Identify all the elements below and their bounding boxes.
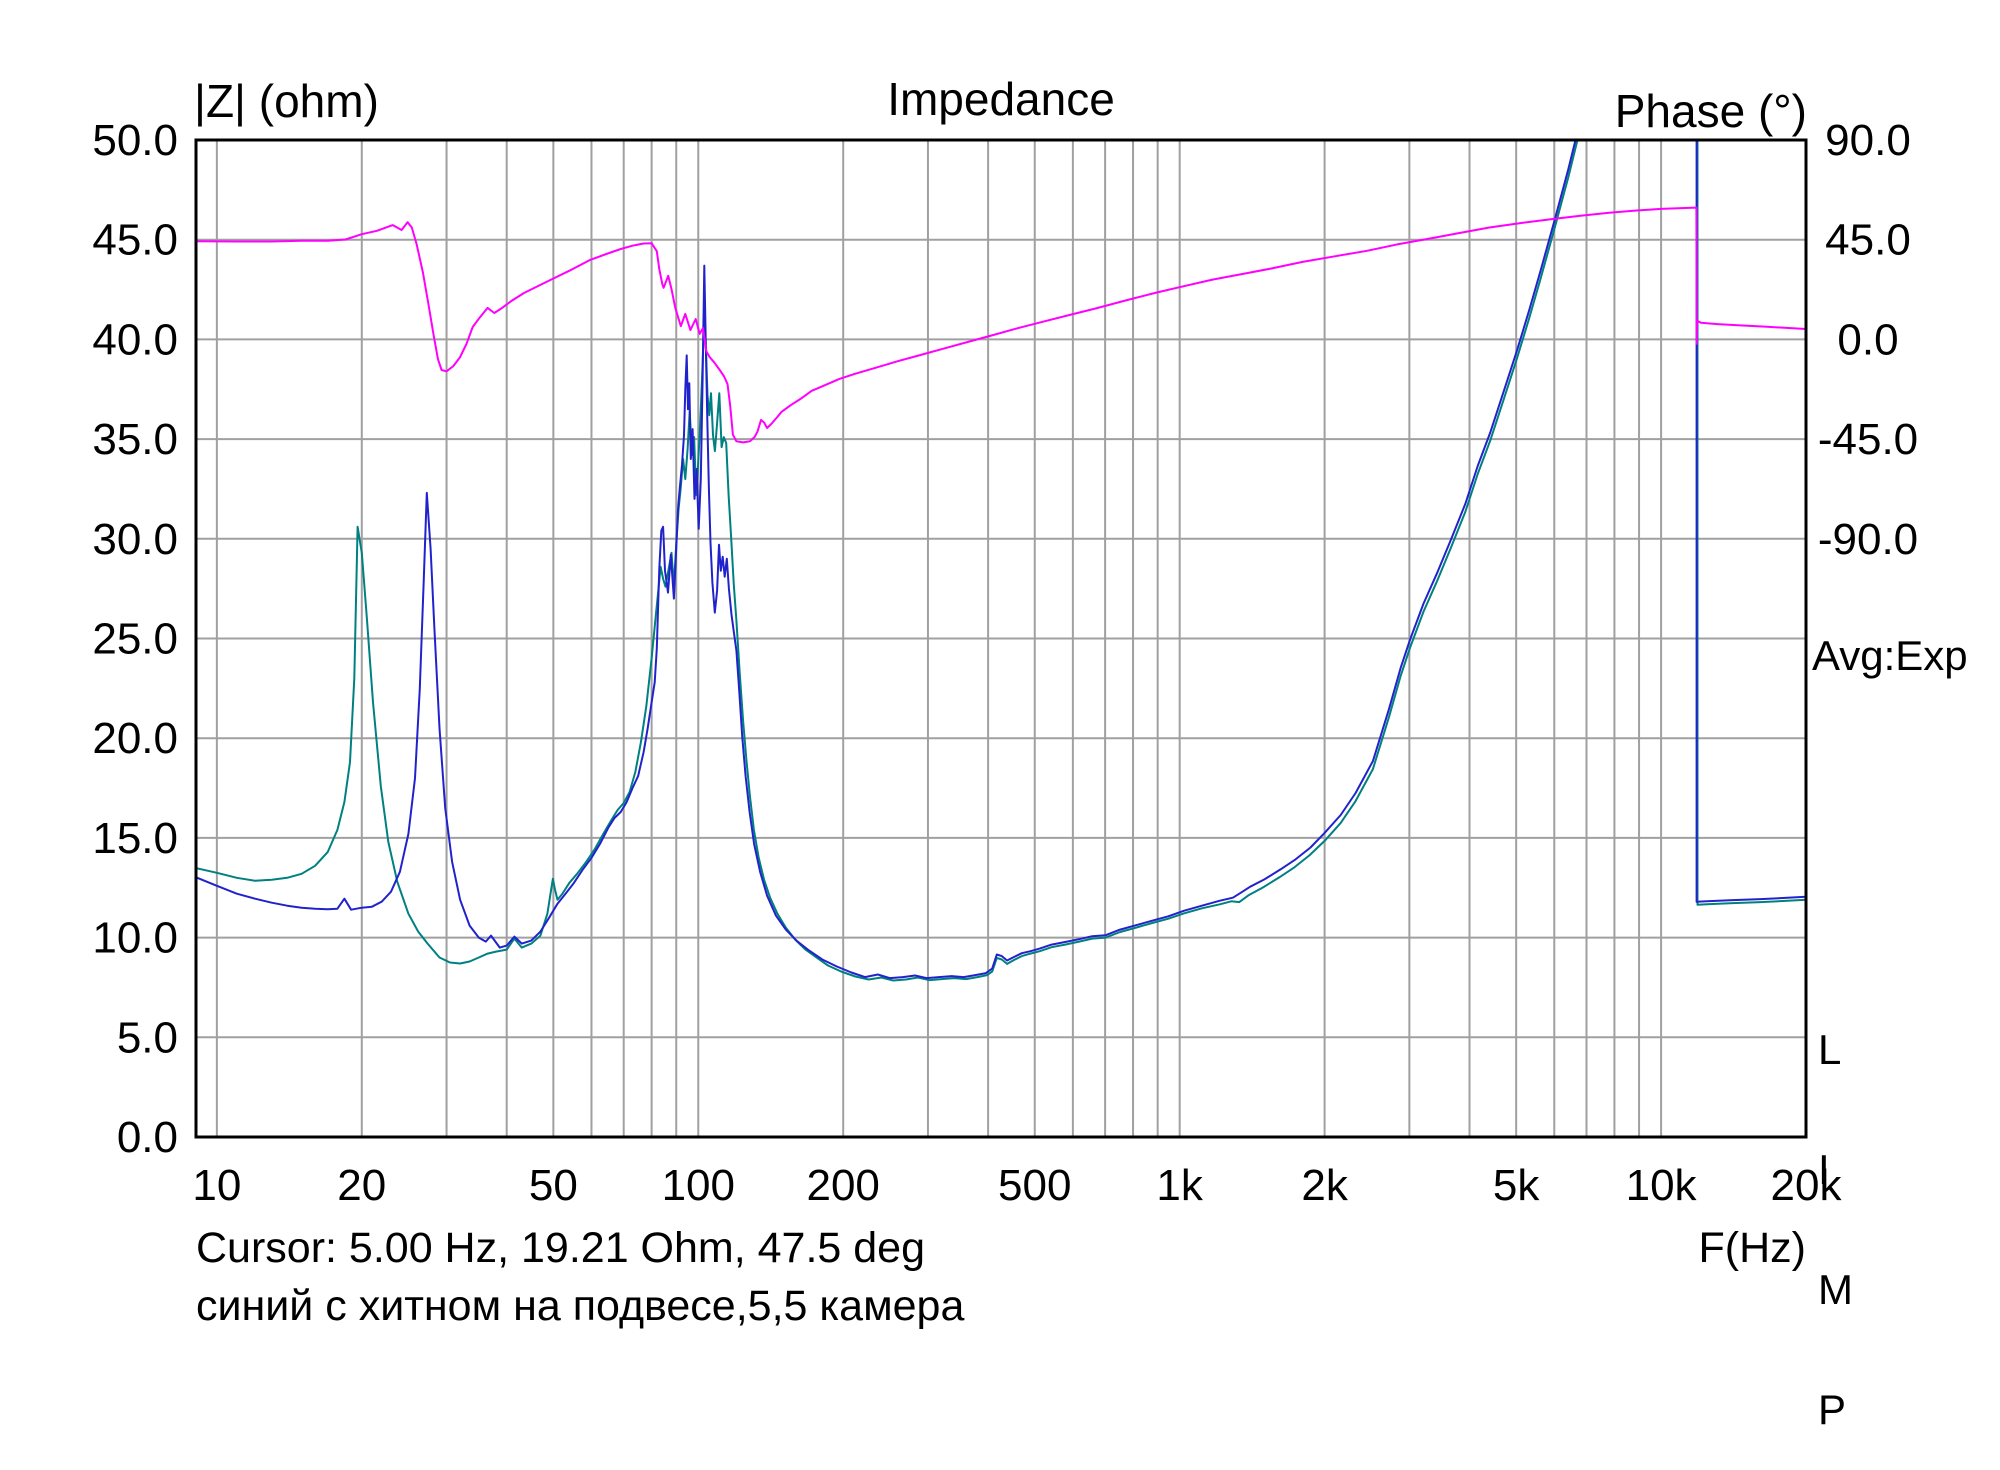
x-tick-label: 20 — [337, 1161, 386, 1210]
y-left-tick-label: 0.0 — [117, 1113, 178, 1162]
y-right-tick-label: 0.0 — [1837, 315, 1898, 364]
y-left-tick-label: 35.0 — [92, 415, 178, 464]
y-left-tick-label: 25.0 — [92, 615, 178, 664]
limp-logo: L I M P — [1818, 950, 1853, 1470]
x-tick-label: 10k — [1626, 1161, 1698, 1210]
x-tick-label: 50 — [529, 1161, 578, 1210]
impedance-chart[interactable]: 50.0 45.0 40.0 35.0 30.0 25.0 20.0 15.0 10.0 5.0 0… — [0, 0, 2000, 1331]
x-tick-label: 5k — [1493, 1161, 1540, 1210]
x-tick-label: 20k — [1771, 1161, 1843, 1210]
limp-logo-letter: I — [1818, 1146, 1830, 1193]
curve-phase — [195, 206, 1807, 444]
limp-logo-letter: P — [1818, 1386, 1847, 1433]
y-left-tick-label: 30.0 — [92, 515, 178, 564]
curve-impedance_prev — [195, 139, 1807, 982]
chart-title: Impedance — [887, 73, 1115, 125]
y-left-tick-label: 40.0 — [92, 315, 178, 364]
y-left-tick-label: 10.0 — [92, 914, 178, 963]
y-left-tick-label: 15.0 — [92, 814, 178, 863]
y-left-tick-label: 20.0 — [92, 714, 178, 763]
y-right-tick-label: -90.0 — [1818, 515, 1918, 564]
averaging-mode-label: Avg:Exp — [1812, 632, 1968, 679]
x-tick-label: 200 — [806, 1161, 879, 1210]
x-tick-label: 1k — [1156, 1161, 1203, 1210]
plot-border — [194, 138, 1808, 1139]
y-right-tick-label: 90.0 — [1825, 116, 1911, 165]
limp-logo-letter: L — [1818, 1026, 1842, 1073]
curve-impedance_current — [195, 139, 1807, 980]
x-axis-title: F(Hz) — [1698, 1224, 1806, 1272]
y-right-tick-label: -45.0 — [1818, 415, 1918, 464]
x-tick-label: 2k — [1301, 1161, 1348, 1210]
cursor-readout: Cursor: 5.00 Hz, 19.21 Ohm, 47.5 deg — [196, 1224, 926, 1272]
y-right-axis-title: Phase (°) — [1614, 85, 1807, 137]
y-right-tick-label: 45.0 — [1825, 216, 1911, 265]
limp-logo-letter: M — [1818, 1266, 1853, 1313]
x-tick-label: 10 — [192, 1161, 241, 1210]
y-left-tick-label: 50.0 — [92, 116, 178, 165]
y-left-axis-title: |Z| (ohm) — [194, 75, 379, 127]
x-tick-label: 500 — [998, 1161, 1071, 1210]
y-left-tick-label: 45.0 — [92, 216, 178, 265]
x-tick-label: 100 — [662, 1161, 735, 1210]
y-left-tick-label: 5.0 — [117, 1013, 178, 1062]
measurement-note: синий с хитном на подвесе,5,5 камера — [196, 1282, 965, 1330]
